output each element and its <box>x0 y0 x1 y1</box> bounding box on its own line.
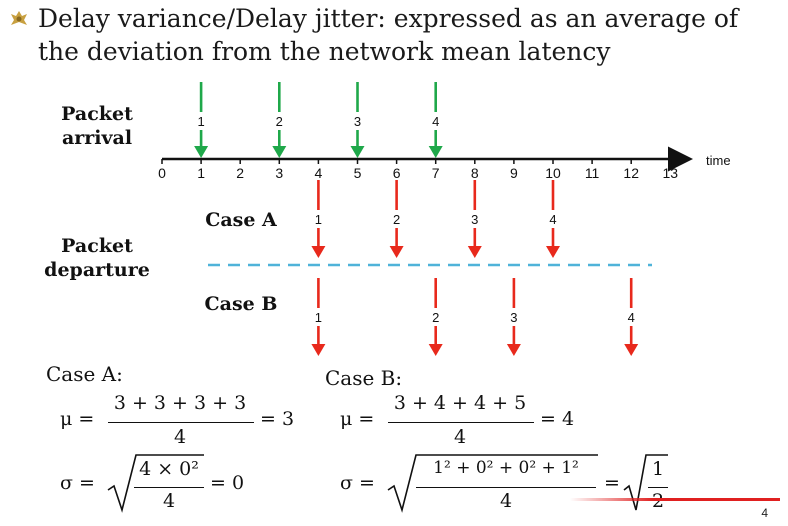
case-a-departure-arrow-head <box>311 246 326 258</box>
mu-result: = 4 <box>540 408 575 430</box>
mu-numerator: 3 + 4 + 4 + 5 <box>393 392 527 414</box>
arrival-arrow-head <box>428 146 443 158</box>
sigma-symbol: σ = <box>340 472 375 494</box>
arrival-arrow: 3 <box>350 82 365 158</box>
footer-accent-line <box>570 498 780 501</box>
case-b-label: Case B <box>204 293 278 315</box>
case-a-departure-arrow-number: 1 <box>315 212 322 227</box>
sigma-symbol: σ = <box>60 472 95 494</box>
arrival-arrow: 4 <box>428 82 443 158</box>
tick-label: 0 <box>158 165 166 181</box>
case-b-departure-arrow-head <box>428 344 443 356</box>
arrival-arrow-number: 2 <box>276 114 283 129</box>
case-b-departure-arrow: 2 <box>428 278 443 356</box>
case-a-departure-arrow-head <box>467 246 482 258</box>
mu-denominator: 4 <box>173 426 187 448</box>
tick-label: 12 <box>623 165 639 181</box>
sigma-result-denominator: 2 <box>651 490 665 512</box>
case-a-departure-arrow-head <box>389 246 404 258</box>
tick-label: 10 <box>545 165 561 181</box>
case-a-mu-formula: μ = 3 + 3 + 3 + 3 4 = 3 <box>60 392 310 452</box>
time-axis-label: time <box>706 153 731 168</box>
sigma-denominator: 4 <box>162 490 176 512</box>
sigma-equals: = <box>604 472 620 494</box>
mu-denominator: 4 <box>453 426 467 448</box>
case-b-departure-arrow-number: 2 <box>432 310 439 325</box>
sigma-result-numerator: 1 <box>651 458 665 480</box>
case-b-departure-arrow: 1 <box>311 278 326 356</box>
tick-label: 4 <box>315 165 323 181</box>
tick-label: 13 <box>663 165 679 181</box>
mu-symbol: μ = <box>340 408 375 430</box>
sqrt-icon <box>623 454 668 511</box>
arrival-arrow-number: 4 <box>432 114 439 129</box>
fraction-bar <box>108 422 254 423</box>
tick-label: 5 <box>354 165 362 181</box>
sigma-denominator: 4 <box>499 490 513 512</box>
fraction-bar <box>388 422 534 423</box>
bullet-icon <box>11 11 27 25</box>
sigma-numerator: 1² + 0² + 0² + 1² <box>433 458 579 478</box>
tick-label: 2 <box>236 165 244 181</box>
case-a-departure-arrow-number: 4 <box>549 212 556 227</box>
case-a-departure-arrow: 1 <box>311 180 326 258</box>
case-a-departure-arrow: 4 <box>546 180 560 258</box>
arrival-arrow-number: 1 <box>197 114 204 129</box>
case-a-sigma-formula: σ = 4 × 0² 4 = 0 <box>60 452 310 516</box>
arrival-arrow-head <box>272 146 287 158</box>
mu-numerator: 3 + 3 + 3 + 3 <box>113 392 247 414</box>
tick-label: 11 <box>585 165 600 181</box>
case-b-departure-arrow-number: 1 <box>315 310 322 325</box>
case-b-mu-formula: μ = 3 + 4 + 4 + 5 4 = 4 <box>340 392 600 452</box>
fraction-bar <box>648 487 668 488</box>
mu-result: = 3 <box>260 408 295 430</box>
packet-departure-label: Packet departure <box>44 235 150 281</box>
case-a-label: Case A <box>205 209 277 231</box>
fraction-bar <box>134 487 204 488</box>
page-number: 4 <box>761 506 768 520</box>
case-a-departure-arrow-head <box>546 246 560 258</box>
slide-title: Delay variance/Delay jitter: expressed a… <box>38 4 739 66</box>
sqrt-icon <box>107 454 204 513</box>
case-a-departure-arrow: 3 <box>467 180 482 258</box>
case-b-departure-arrow-number: 4 <box>628 310 635 325</box>
tick-label: 3 <box>275 165 283 181</box>
case-b-departure-arrow-number: 3 <box>510 310 517 325</box>
case-a-heading: Case A: <box>46 362 123 386</box>
case-b-departure-arrow: 3 <box>506 278 521 356</box>
fraction-bar <box>416 487 596 488</box>
arrival-arrow: 1 <box>194 82 209 158</box>
case-b-departure-arrow-head <box>506 344 521 356</box>
tick-label: 6 <box>393 165 401 181</box>
case-b-departure-arrow: 4 <box>624 278 639 356</box>
case-b-departure-arrow-head <box>624 344 639 356</box>
case-a-departure-arrow: 2 <box>389 180 404 258</box>
sigma-result: = 0 <box>210 472 245 494</box>
arrival-arrow: 2 <box>272 82 287 158</box>
sigma-numerator: 4 × 0² <box>139 458 199 480</box>
case-b-departure-arrow-head <box>311 344 326 356</box>
case-b-sigma-formula: σ = 1² + 0² + 0² + 1² 4 = 1 2 <box>340 452 680 518</box>
tick-label: 1 <box>197 165 205 181</box>
case-a-departure-arrow-number: 3 <box>471 212 478 227</box>
case-a-departure-arrow-number: 2 <box>393 212 400 227</box>
arrival-arrow-number: 3 <box>354 114 361 129</box>
case-b-heading: Case B: <box>325 366 403 390</box>
sqrt-icon <box>387 454 598 513</box>
mu-symbol: μ = <box>60 408 95 430</box>
arrival-arrow-head <box>350 146 365 158</box>
packet-arrival-label: Packet arrival <box>61 103 133 149</box>
tick-label: 9 <box>510 165 518 181</box>
tick-label: 8 <box>471 165 479 181</box>
arrival-arrow-head <box>194 146 209 158</box>
tick-label: 7 <box>432 165 440 181</box>
